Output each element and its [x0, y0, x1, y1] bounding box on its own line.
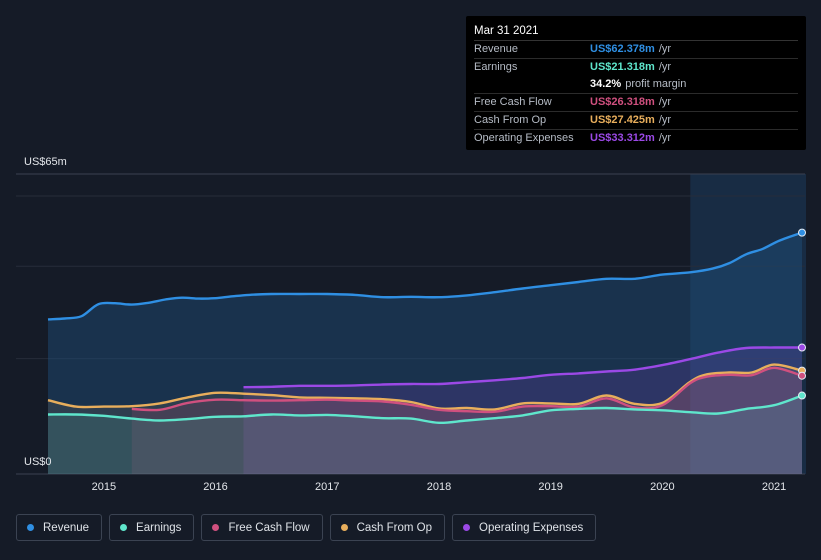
series-end-point	[798, 391, 806, 400]
tooltip-label: Operating Expenses	[474, 132, 574, 144]
series-area-cash-from-op	[48, 364, 802, 474]
tooltip-date: Mar 31 2021	[474, 23, 798, 41]
tooltip-row-earnings: Earnings US$21.318m /yr	[474, 59, 798, 76]
x-tick-label: 2016	[203, 481, 228, 493]
tooltip-unit: /yr	[658, 43, 672, 55]
y-axis-max-label: US$65m	[24, 156, 67, 168]
tooltip-unit: profit margin	[625, 78, 687, 90]
y-axis-min-label: US$0	[24, 456, 52, 468]
x-tick-label: 2017	[315, 481, 340, 493]
series-line-revenue	[47, 231, 803, 321]
series-end-point	[798, 371, 806, 380]
series-area-earnings	[48, 395, 802, 474]
x-tick-label: 2020	[650, 481, 675, 493]
tooltip-value: US$33.312m	[590, 132, 655, 144]
series-line-operating-expenses	[243, 346, 802, 389]
tooltip-row-cash-from-op: Cash From Op US$27.425m /yr	[474, 112, 798, 130]
tooltip-unit: /yr	[658, 61, 672, 73]
x-tick-label: 2019	[538, 481, 563, 493]
tooltip-unit: /yr	[658, 132, 672, 144]
highlight-region	[690, 174, 806, 474]
revenue-dot-icon	[27, 524, 34, 531]
free-cash-flow-dot-icon	[212, 524, 220, 531]
legend-earnings[interactable]: Earnings	[109, 514, 195, 541]
tooltip-unit: /yr	[658, 114, 672, 126]
earnings-dot-icon	[120, 524, 128, 531]
tooltip-unit: /yr	[658, 96, 672, 108]
series-line-cash-from-op	[47, 363, 803, 411]
tooltip-label: Free Cash Flow	[474, 96, 552, 108]
tooltip-row-operating-expenses: Operating Expenses US$33.312m /yr	[474, 130, 798, 147]
series-end-point	[798, 343, 806, 352]
legend-label: Earnings	[136, 521, 182, 534]
legend-label: Cash From Op	[356, 521, 433, 534]
x-tick-label: 2021	[761, 481, 787, 493]
series-area-revenue	[48, 232, 802, 474]
series-line-free-cash-flow	[131, 366, 803, 414]
tooltip-value: 34.2%	[590, 78, 622, 90]
series-end-point	[798, 228, 806, 237]
legend-operating-expenses[interactable]: Operating Expenses	[452, 514, 597, 541]
x-tick-label: 2018	[426, 481, 452, 493]
tooltip-value: US$27.425m	[590, 114, 655, 126]
tooltip-label: Cash From Op	[474, 114, 547, 126]
tooltip-value: US$21.318m	[590, 61, 655, 73]
x-tick-label: 2015	[91, 481, 117, 493]
tooltip-label: Earnings	[474, 61, 518, 73]
legend-cash-from-op[interactable]: Cash From Op	[329, 514, 446, 541]
legend-label: Operating Expenses	[479, 521, 584, 534]
tooltip-panel: Mar 31 2021 Revenue US$62.378m /yr Earni…	[466, 16, 806, 150]
legend-label: Free Cash Flow	[228, 521, 310, 534]
series-line-earnings	[47, 394, 803, 425]
legend-label: Revenue	[43, 521, 90, 534]
legend: Revenue Earnings Free Cash Flow Cash Fro…	[16, 514, 603, 541]
legend-revenue[interactable]: Revenue	[16, 514, 103, 541]
tooltip-row-revenue: Revenue US$62.378m /yr	[474, 41, 798, 59]
operating-expenses-dot-icon	[463, 524, 471, 531]
tooltip-row-free-cash-flow: Free Cash Flow US$26.318m /yr	[474, 94, 798, 112]
tooltip-label	[474, 76, 590, 93]
legend-free-cash-flow[interactable]: Free Cash Flow	[201, 514, 323, 541]
tooltip-label: Revenue	[474, 43, 519, 55]
cash-from-op-dot-icon	[340, 524, 348, 531]
tooltip-row-profit-margin: 34.2% profit margin	[474, 76, 798, 94]
tooltip-value: US$62.378m	[590, 43, 655, 55]
series-area-operating-expenses	[243, 347, 802, 474]
tooltip-value: US$26.318m	[590, 96, 655, 108]
